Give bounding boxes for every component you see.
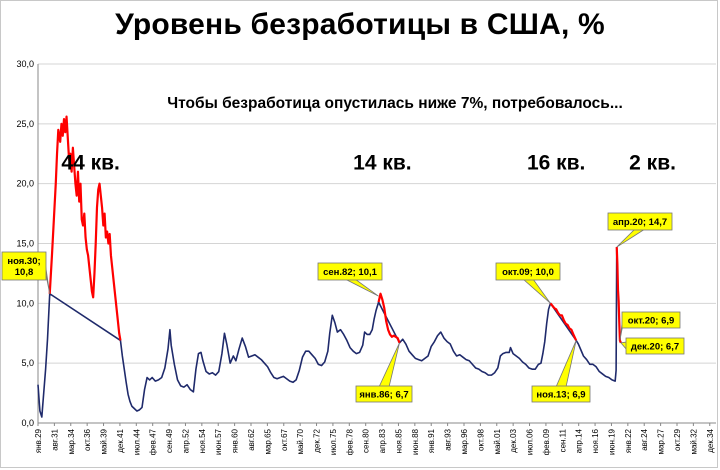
callout-box — [495, 262, 561, 281]
x-tick-label: янв.91 — [427, 428, 436, 453]
annotation-layer: Чтобы безработица опустилась ниже 7%, по… — [61, 95, 676, 174]
x-tick-label: дек.41 — [116, 428, 125, 452]
axis-layer: 0,0 5,0 10,0 15,0 20,0 25,0 30,0 янв.29 авг.31 ма… — [16, 59, 716, 455]
x-tick-label: июл.44 — [132, 428, 141, 455]
x-tick-label: сен.80 — [362, 428, 371, 453]
x-tick-label: янв.22 — [624, 428, 633, 453]
callout: окт.20; 6,9 — [619, 311, 681, 341]
x-tick-label: окт.67 — [280, 428, 289, 450]
period-label: 44 кв. — [61, 151, 119, 174]
x-tick-label: июн.88 — [411, 428, 420, 455]
x-tick-label: окт.98 — [476, 428, 485, 450]
chart-subtitle: Чтобы безработица опустилась ниже 7%, по… — [167, 95, 623, 112]
chart-title: Уровень безработицы в США, % — [115, 8, 605, 41]
x-tick-label: июл.75 — [329, 428, 338, 455]
callout-box — [531, 385, 591, 403]
y-tick-label: 0,0 — [21, 418, 34, 428]
y-tick-label: 30,0 — [16, 59, 34, 69]
x-tick-label: авг.31 — [50, 428, 59, 450]
recovery-segment-line — [615, 247, 622, 344]
x-tick-label: ноя.54 — [198, 428, 207, 453]
callout-pointer — [555, 340, 577, 388]
x-tick-label: фев.78 — [345, 428, 354, 455]
x-tick-label: сен.49 — [165, 428, 174, 453]
callout-layer: ноя.30;10,8 сен.82; 10,1 янв.86; 6,7 окт.09… — [1, 212, 685, 403]
callout-label: ноя.13; 6,9 — [536, 390, 585, 401]
callout-label: апр.20; 14,7 — [613, 217, 667, 228]
callout: апр.20; 14,7 — [607, 212, 673, 248]
callout: ноя.13; 6,9 — [531, 340, 591, 403]
callout-pointer — [378, 342, 400, 388]
y-tick-label: 15,0 — [16, 239, 34, 249]
callout-box — [1, 251, 47, 281]
x-tick-label: дек.03 — [509, 428, 518, 452]
x-tick-label: авг.24 — [640, 428, 649, 450]
callout-label: 10,8 — [15, 267, 34, 278]
x-tick-label: фев.47 — [149, 428, 158, 455]
callout-label: дек.20; 6,7 — [631, 342, 679, 353]
period-label: 14 кв. — [353, 151, 411, 174]
x-tick-label: мар.65 — [263, 428, 272, 454]
callout-box — [317, 262, 383, 281]
x-tick-label: май.01 — [493, 428, 502, 454]
callout-box — [607, 212, 673, 231]
y-tick-label: 10,0 — [16, 298, 34, 308]
x-tick-label: янв.29 — [34, 428, 43, 453]
x-tick-label: окт.29 — [673, 428, 682, 450]
callout-pointer — [616, 228, 647, 248]
x-tick-label: апр.52 — [181, 428, 190, 453]
x-tick-label: май.70 — [296, 428, 305, 454]
y-tick-label: 25,0 — [16, 119, 34, 129]
x-tick-label: ноя.85 — [394, 428, 403, 453]
callout: янв.86; 6,7 — [355, 342, 413, 403]
grid-layer — [38, 63, 716, 424]
x-tick-label: июл.06 — [526, 428, 535, 455]
x-tick-label: май.32 — [689, 428, 698, 454]
callout-label: янв.86; 6,7 — [359, 390, 408, 401]
y-tick-label: 5,0 — [21, 358, 34, 368]
x-tick-label: апр.83 — [378, 428, 387, 453]
x-tick-label: мар.96 — [460, 428, 469, 454]
x-tick-label: дек.72 — [313, 428, 322, 452]
callout-pointer — [521, 278, 551, 304]
x-tick-label: апр.14 — [575, 428, 584, 453]
x-tick-label: янв.60 — [231, 428, 240, 453]
x-tick-label: мар.27 — [657, 428, 666, 454]
x-tick-label: авг.62 — [247, 428, 256, 450]
callout-label: сен.82; 10,1 — [323, 267, 378, 278]
callout-box — [355, 385, 413, 403]
x-tick-label: фев.09 — [542, 428, 551, 455]
recovery-segment-line — [549, 302, 578, 341]
callout: ноя.30;10,8 — [1, 251, 51, 294]
recovery-segment-line — [48, 115, 122, 341]
recovery-segment-line — [377, 292, 401, 344]
period-label: 16 кв. — [527, 151, 585, 174]
x-tick-label: ноя.16 — [591, 428, 600, 453]
unemployment-line — [37, 247, 618, 418]
x-tick-label: окт.36 — [83, 428, 92, 450]
x-tick-label: май.39 — [100, 428, 109, 454]
callout-label: ноя.30; — [7, 256, 40, 267]
x-tick-label: дек.34 — [706, 428, 715, 452]
x-tick-label: июн.19 — [607, 428, 616, 455]
callout-box — [625, 337, 685, 355]
period-label: 2 кв. — [629, 151, 676, 174]
callout-label: окт.20; 6,9 — [628, 316, 675, 327]
x-tick-label: авг.93 — [444, 428, 453, 450]
x-tick-label: сен.11 — [558, 428, 567, 452]
y-tick-label: 20,0 — [16, 179, 34, 189]
x-tick-label: июн.57 — [214, 428, 223, 455]
callout-pointer — [344, 278, 379, 297]
callout: окт.09; 10,0 — [495, 262, 561, 304]
callout: сен.82; 10,1 — [317, 262, 383, 297]
x-tick-label: мар.34 — [67, 428, 76, 454]
callout: дек.20; 6,7 — [620, 337, 685, 355]
callout-label: окт.09; 10,0 — [502, 267, 554, 278]
callout-box — [621, 311, 681, 329]
